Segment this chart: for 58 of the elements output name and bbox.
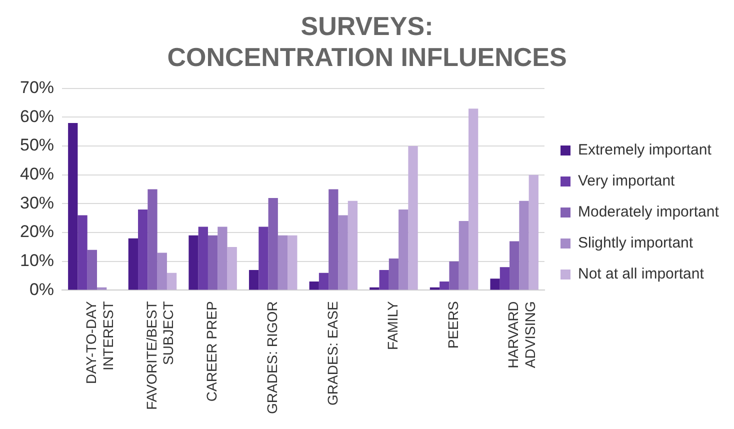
bar [208, 235, 218, 290]
y-tick-label: 0% [29, 280, 54, 299]
y-tick-label: 10% [20, 251, 54, 270]
bar [198, 226, 208, 290]
bar [528, 174, 538, 290]
x-tick-label: GRADES: RIGOR [264, 301, 280, 414]
bar [388, 258, 399, 290]
x-tick-label: GRADES: EASE [324, 301, 340, 406]
bar [510, 241, 520, 290]
bar [458, 221, 469, 290]
bar [248, 270, 259, 290]
bar [68, 122, 78, 290]
x-tick-label: HARVARD ADVISING [505, 301, 538, 368]
bar [500, 267, 510, 290]
bar [440, 282, 450, 290]
x-tick-label: PEERS [444, 301, 461, 349]
bar [338, 215, 348, 290]
bar [490, 278, 500, 290]
x-tick-label: CAREER PREP [204, 301, 220, 402]
bar [227, 246, 237, 290]
y-tick-label: 60% [20, 106, 54, 126]
bar [157, 252, 167, 290]
bar [268, 198, 278, 290]
legend-label: Extremely important [578, 142, 712, 159]
bar [348, 200, 358, 290]
bar [258, 226, 268, 290]
bar [398, 209, 408, 290]
bar [218, 226, 228, 290]
y-tick-label: 40% [20, 164, 54, 184]
x-tick-label: FAMILY [384, 300, 401, 350]
bar [87, 250, 98, 290]
bar [278, 235, 288, 290]
bar [148, 189, 158, 290]
bar [408, 146, 418, 290]
x-tick-label: DAY-TO-DAY INTEREST [83, 300, 116, 384]
legend-label: Moderately important [578, 204, 720, 221]
y-tick-label: 70% [20, 78, 54, 98]
bar [128, 238, 138, 290]
bar [468, 108, 478, 290]
bar [188, 235, 198, 290]
y-tick-label: 30% [20, 193, 54, 212]
y-tick-label: 20% [20, 222, 54, 242]
bar [449, 261, 459, 290]
y-tick-label: 50% [20, 136, 54, 155]
bar [318, 272, 329, 290]
bar [288, 235, 298, 290]
legend-label: Slightly important [578, 234, 694, 252]
bar [379, 270, 389, 290]
chart-title: SURVEYS: CONCENTRATION INFLUENCES [167, 10, 567, 72]
bar [138, 209, 148, 290]
bar [166, 272, 177, 290]
bar [309, 282, 319, 290]
legend-label: Very important [578, 172, 676, 190]
legend-label: Not at all important [578, 266, 705, 283]
bar [78, 215, 88, 290]
x-tick-label: FAVORITE/BEST SUBJECT [143, 300, 176, 410]
bar [328, 189, 338, 290]
bar [519, 200, 529, 290]
